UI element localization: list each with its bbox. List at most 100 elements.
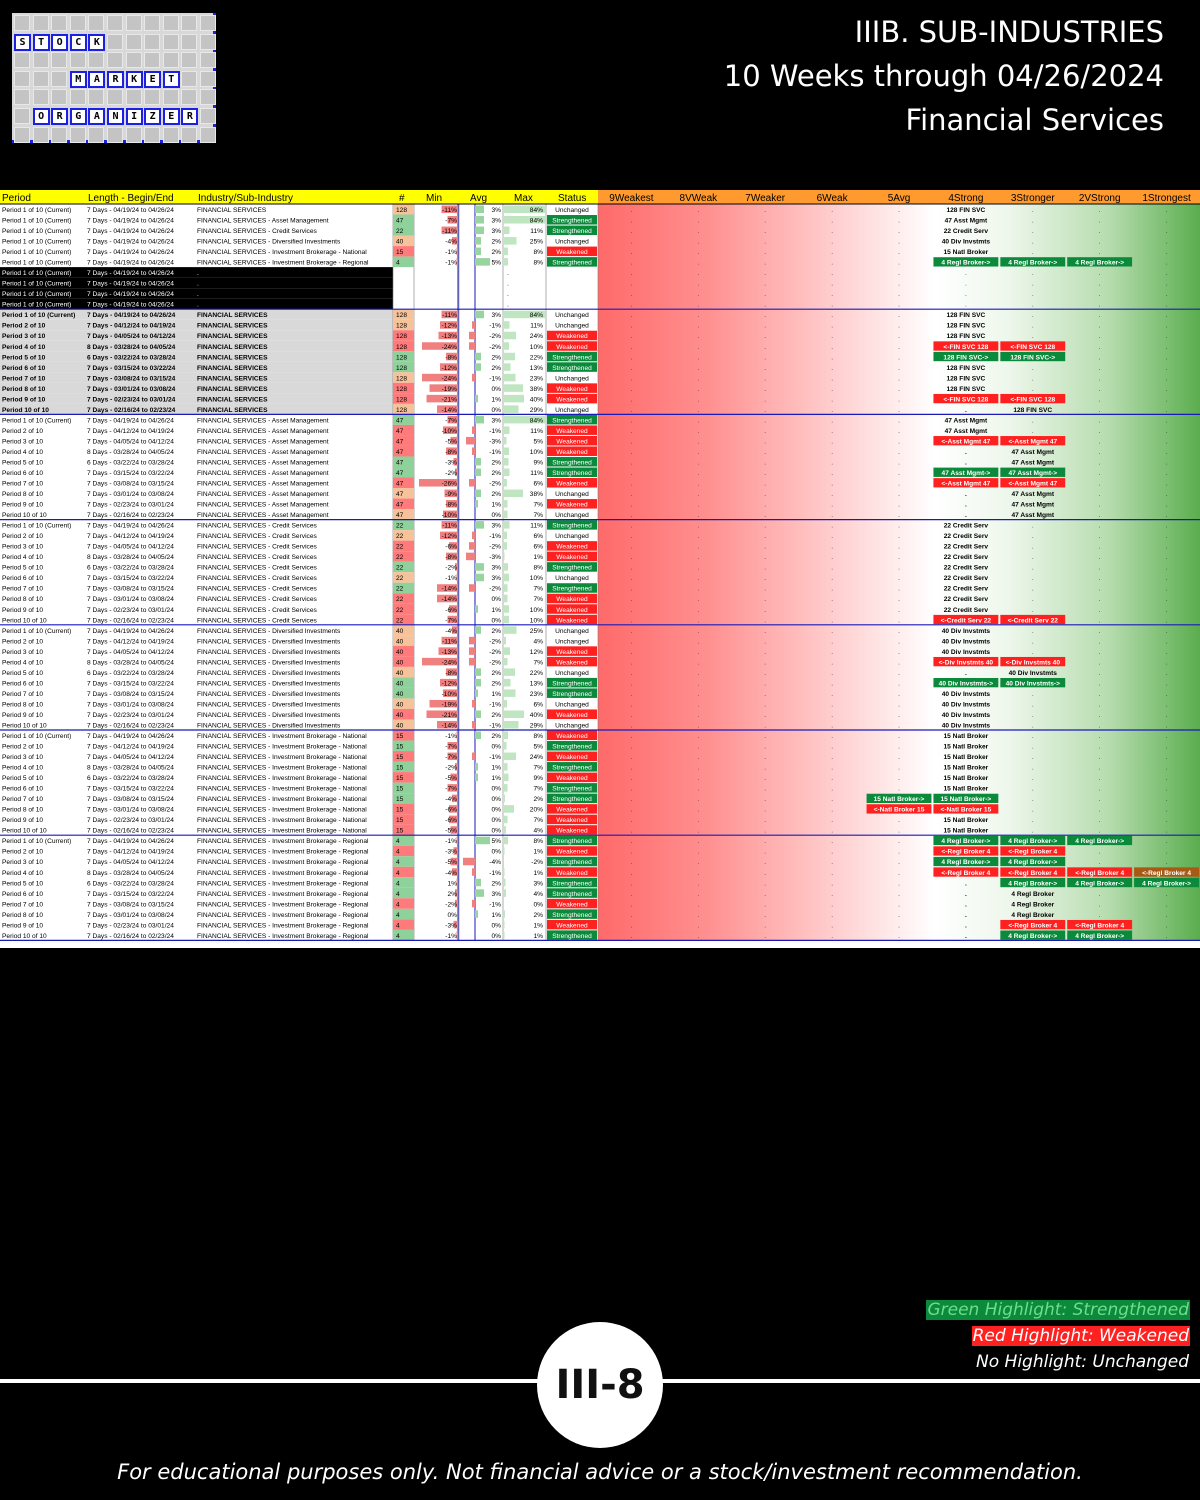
legend-red: Red Highlight: Weakened [971, 1326, 1190, 1346]
bucket-dot: . [1099, 586, 1101, 593]
cell-period: Period 1 of 10 (Current) [2, 302, 71, 309]
bucket-dot: . [697, 828, 699, 835]
cell-avg: -1% [489, 722, 501, 729]
bucket-dot: . [1166, 807, 1168, 814]
cell-max: 23% [530, 691, 543, 698]
count-cell-bg [393, 235, 414, 247]
bucket-dot: . [898, 375, 900, 382]
row-bg [0, 477, 393, 489]
bucket-dot: . [1166, 722, 1168, 729]
cell-status: Weakened [556, 449, 588, 456]
bucket-dot: . [697, 807, 699, 814]
count-cell-bg [393, 656, 414, 667]
row-bg [0, 666, 393, 678]
bucket-dot: . [1099, 680, 1101, 687]
cell-avg: -2% [489, 586, 501, 593]
row-bg [0, 866, 393, 878]
cell-industry: FINANCIAL SERVICES - Asset Management [197, 438, 329, 445]
cell-length: 7 Days - 04/05/24 to 04/12/24 [87, 438, 174, 445]
cell-count: 47 [396, 438, 404, 445]
cell-min: -1% [445, 733, 457, 740]
cell-period: Period 3 of 10 [2, 438, 43, 445]
cell-period: Period 5 of 10 [2, 670, 43, 677]
count-cell-bg [393, 761, 414, 773]
cell-avg: 0% [491, 786, 501, 793]
bucket-dot: . [1099, 912, 1101, 919]
cell-count: 47 [396, 459, 404, 466]
bucket-dot: . [831, 870, 833, 877]
bucket-dot: . [1166, 933, 1168, 940]
bucket-dot: . [631, 502, 633, 509]
status-highlight [547, 814, 597, 825]
cell-status: Strengthened [552, 765, 592, 772]
bucket-dot: . [631, 523, 633, 530]
bucket-dot: . [697, 596, 699, 603]
status-highlight [547, 751, 597, 762]
bucket-dot: . [831, 828, 833, 835]
cell-min: -19% [442, 701, 458, 708]
bucket-dot: . [764, 565, 766, 572]
min-bar [456, 878, 458, 887]
bucket-dot: . [898, 260, 900, 267]
avg-bar [475, 563, 484, 571]
cell-count: 40 [396, 659, 404, 666]
row-bg [0, 414, 393, 425]
bucket-label: 4 Regl Broker-> [1008, 838, 1057, 845]
bucket-label: 47 Asst Mgmt [945, 417, 988, 424]
cell-industry: FINANCIAL SERVICES - Investment Brokerag… [197, 796, 367, 803]
bucket-dot: . [898, 554, 900, 561]
cell-max: 22% [530, 354, 543, 361]
bucket-dot: . [631, 617, 633, 624]
cell-avg: 1% [491, 502, 501, 509]
bucket-dot: . [898, 396, 900, 403]
bucket-dot: . [1032, 575, 1034, 582]
bucket-dot: . [898, 680, 900, 687]
bucket-dot: . [1166, 239, 1168, 246]
cell-avg: 1% [491, 775, 501, 782]
avg-bar [475, 415, 484, 424]
bucket-label: <-Div Invstmts 40 [939, 659, 994, 666]
cell-max: 11% [530, 428, 543, 435]
cell-length: 7 Days - 03/08/24 to 03/15/24 [87, 796, 174, 803]
bucket-label: 15 Natl Broker [944, 786, 989, 793]
cell-max: 11% [530, 470, 543, 477]
logo-tile [69, 52, 86, 69]
cell-period: Period 1 of 10 (Current) [2, 838, 71, 845]
bucket-dot: . [831, 218, 833, 225]
logo-tile [125, 52, 142, 69]
max-bar [504, 521, 510, 529]
logo-tile [69, 15, 86, 31]
cell-period: Period 8 of 10 [2, 807, 43, 814]
bucket-dot: . [631, 838, 633, 845]
bucket-dot: . [831, 333, 833, 340]
bucket-dot: . [1032, 281, 1034, 288]
cell-max: 10% [530, 607, 543, 614]
max-bar [504, 510, 508, 519]
cell-length: 7 Days - 04/19/24 to 04/26/24 [87, 239, 174, 246]
count-cell-bg [393, 908, 414, 920]
cell-count: 47 [396, 218, 404, 225]
cell-status: Unchanged [555, 323, 589, 330]
status-highlight [547, 467, 597, 478]
row-bg [0, 929, 393, 941]
bucket-dot: . [631, 449, 633, 456]
cell-avg: -2% [489, 333, 501, 340]
bucket-dot: . [1032, 607, 1034, 614]
cell-period: Period 4 of 10 [2, 554, 43, 561]
row-bg [0, 267, 393, 278]
bucket-label: 15 Natl Broker-> [941, 796, 992, 803]
bucket-dot: . [631, 512, 633, 519]
avg-bar [472, 699, 475, 708]
bucket-label: 4 Regl Broker-> [1142, 880, 1191, 887]
cell-avg: 2% [491, 680, 501, 687]
cell-length: 7 Days - 04/05/24 to 04/12/24 [87, 333, 176, 340]
cell-period: Period 4 of 10 [2, 659, 43, 666]
bucket-dot: . [697, 396, 699, 403]
bucket-dot: . [898, 912, 900, 919]
bucket-dot: . [898, 817, 900, 824]
min-bar [449, 805, 458, 813]
bucket-dot: . [697, 849, 699, 856]
bucket-dot: . [1099, 701, 1101, 708]
cell-industry: FINANCIAL SERVICES - Credit Services [197, 533, 318, 540]
max-bar [504, 331, 516, 340]
